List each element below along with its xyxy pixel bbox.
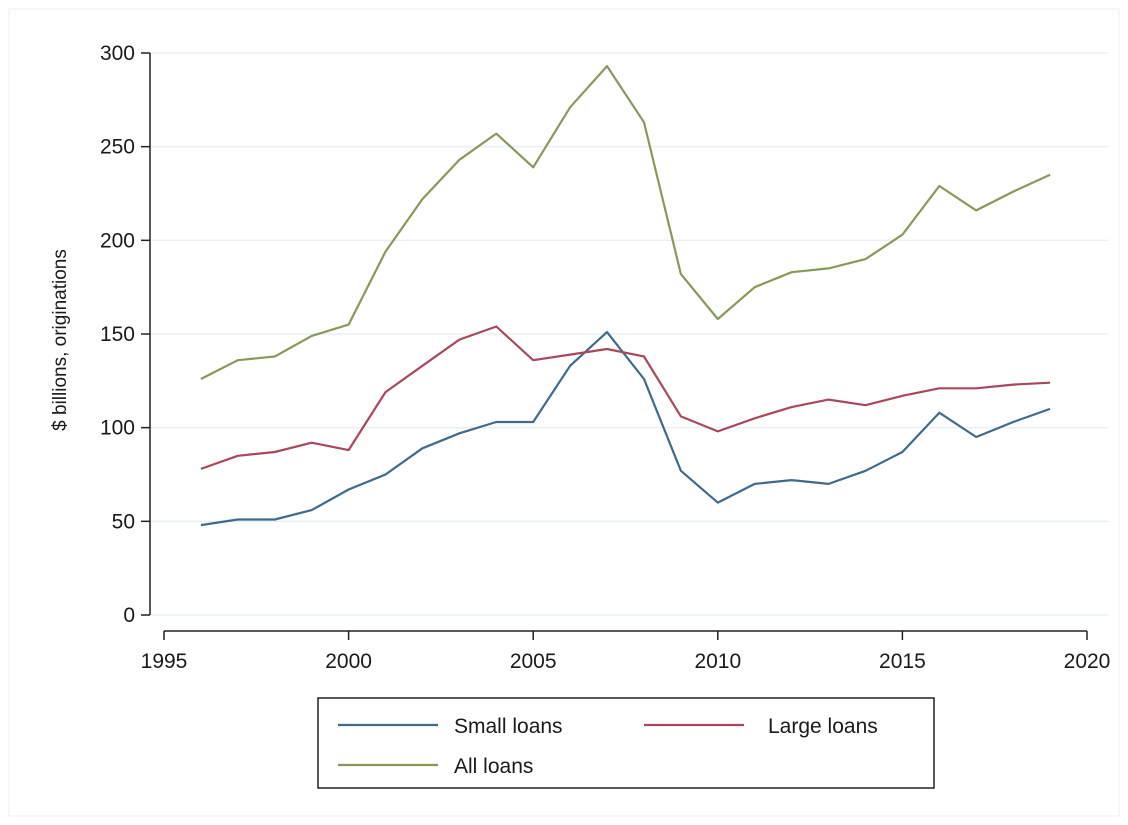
- y-axis-title: $ billions, originations: [50, 249, 71, 431]
- y-tick-label: 100: [100, 417, 135, 440]
- x-tick-label: 2010: [694, 650, 741, 673]
- series-line-small-loans: [200, 331, 1051, 527]
- x-tick-label: 2000: [325, 650, 372, 673]
- legend-label-small-loans: Small loans: [454, 715, 563, 738]
- x-tick-label: 2020: [1064, 650, 1111, 673]
- legend: Small loans Large loans All loans: [317, 697, 935, 789]
- legend-label-large-loans: Large loans: [768, 715, 878, 738]
- chart-frame: [8, 8, 1120, 817]
- y-tick-label: 150: [100, 323, 135, 346]
- y-tick-label: 0: [123, 604, 135, 627]
- series-line-all-loans: [200, 65, 1051, 380]
- legend-label-all-loans: All loans: [454, 755, 533, 778]
- x-tick-label: 2005: [510, 650, 557, 673]
- y-tick-label: 200: [100, 229, 135, 252]
- x-tick-label: 2015: [879, 650, 926, 673]
- y-tick-label: 300: [100, 42, 135, 65]
- legend-box: [317, 697, 935, 789]
- y-tick-label: 250: [100, 136, 135, 159]
- gridlines: [150, 52, 1108, 616]
- series-lines: [200, 65, 1051, 527]
- x-tick-label: 1995: [141, 650, 188, 673]
- axes: 0 50 100 150 200 250 300 1995 2000 2005 2010 2015 20…: [100, 42, 1110, 673]
- y-tick-label: 50: [112, 510, 135, 533]
- series-line-large-loans: [200, 325, 1051, 470]
